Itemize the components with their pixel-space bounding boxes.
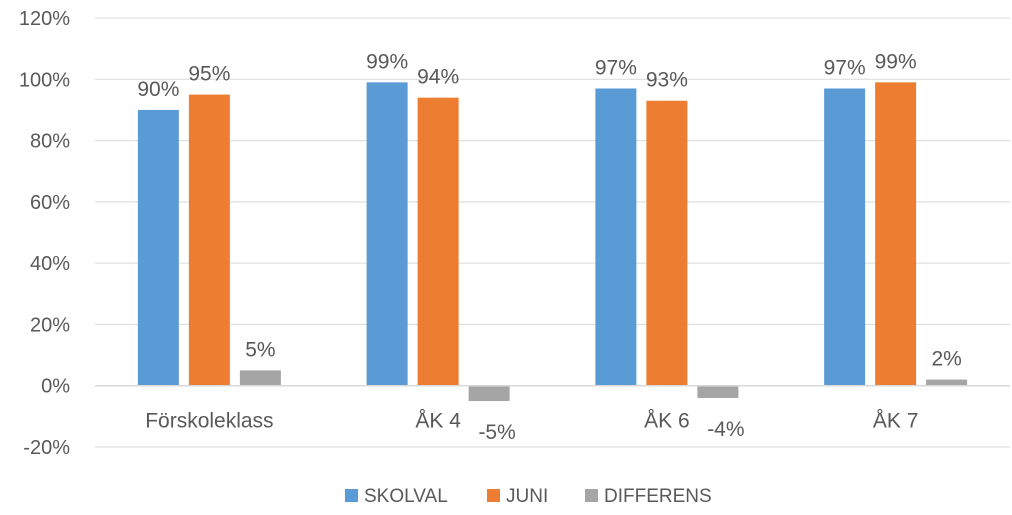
bars bbox=[137, 82, 968, 402]
data-label-juni-1: 94% bbox=[417, 66, 459, 89]
data-label-differens-0: 5% bbox=[245, 338, 275, 361]
y-tick-label: 100% bbox=[19, 69, 70, 91]
bar-juni-3 bbox=[875, 82, 917, 386]
category-label: ÅK 6 bbox=[644, 410, 690, 433]
category-label: Förskoleklass bbox=[145, 410, 273, 433]
data-label-skolval-3: 97% bbox=[824, 56, 866, 79]
bar-skolval-2 bbox=[595, 88, 637, 386]
category-label: ÅK 4 bbox=[415, 410, 461, 433]
legend-label-differens: DIFFERENS bbox=[604, 486, 712, 507]
gridlines bbox=[95, 17, 1010, 448]
y-tick-label: 20% bbox=[30, 314, 70, 336]
y-tick-label: 40% bbox=[30, 253, 70, 275]
legend-label-juni: JUNI bbox=[506, 486, 548, 507]
bar-skolval-1 bbox=[366, 82, 408, 386]
data-label-differens-2: -4% bbox=[707, 418, 744, 441]
data-label-differens-1: -5% bbox=[478, 421, 515, 444]
y-tick-label: 80% bbox=[30, 131, 70, 153]
data-label-juni-0: 95% bbox=[188, 63, 230, 86]
data-label-juni-3: 99% bbox=[875, 50, 917, 73]
data-label-juni-2: 93% bbox=[646, 69, 688, 92]
bar-differens-1 bbox=[468, 385, 510, 402]
bar-differens-2 bbox=[697, 385, 739, 398]
bar-juni-0 bbox=[188, 94, 230, 386]
bar-skolval-3 bbox=[824, 88, 866, 386]
y-tick-label: 120% bbox=[19, 8, 70, 30]
legend: SKOLVAL JUNI DIFFERENS bbox=[345, 486, 712, 507]
data-label-skolval-2: 97% bbox=[595, 56, 637, 79]
bar-juni-2 bbox=[646, 100, 688, 386]
bar-differens-0 bbox=[239, 370, 281, 386]
legend-swatch-differens bbox=[585, 489, 598, 502]
data-label-differens-3: 2% bbox=[931, 348, 961, 371]
legend-swatch-skolval bbox=[345, 489, 358, 502]
y-tick-label: 0% bbox=[41, 376, 70, 398]
bar-differens-3 bbox=[926, 379, 968, 386]
category-label: ÅK 7 bbox=[873, 410, 919, 433]
bar-juni-1 bbox=[417, 97, 459, 386]
bar-skolval-0 bbox=[137, 109, 179, 386]
legend-swatch-juni bbox=[487, 489, 500, 502]
y-axis-tick-labels: 120% 100% 80% 60% 40% 20% 0% -20% bbox=[19, 8, 70, 459]
legend-label-skolval: SKOLVAL bbox=[364, 486, 448, 507]
y-tick-label: 60% bbox=[30, 192, 70, 214]
y-tick-label: -20% bbox=[23, 437, 70, 459]
data-label-skolval-0: 90% bbox=[137, 78, 179, 101]
x-axis-category-labels: Förskoleklass ÅK 4 ÅK 6 ÅK 7 bbox=[145, 410, 918, 433]
data-labels: 90% 95% 5% 99% 94% -5% 97% 93% -4% 97% 99% 2% bbox=[137, 50, 961, 444]
data-label-skolval-1: 99% bbox=[366, 50, 408, 73]
